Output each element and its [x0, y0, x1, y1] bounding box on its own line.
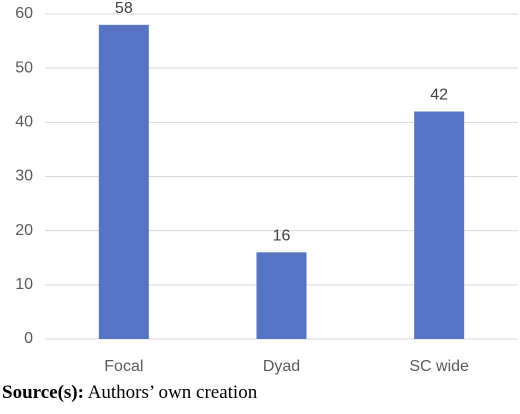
source-label: Source(s): [2, 382, 84, 403]
y-tick-label: 40 [15, 114, 33, 131]
value-label: 16 [273, 228, 291, 245]
source-text: Authors’ own creation [87, 382, 258, 403]
y-tick-label: 30 [15, 168, 33, 185]
source-note: Source(s): Authors’ own creation [2, 382, 257, 404]
value-label: 42 [430, 87, 448, 104]
bar [256, 252, 307, 339]
value-label: 58 [115, 0, 133, 17]
y-tick-label: 10 [15, 276, 33, 293]
y-tick-label: 50 [15, 59, 33, 76]
y-tick-label: 0 [24, 330, 33, 347]
x-tick-label: Dyad [263, 358, 300, 375]
y-tick-label: 20 [15, 222, 33, 239]
x-tick-label: Focal [104, 358, 143, 375]
bar [98, 24, 149, 339]
chart: 0 10 20 30 40 50 60 Focal 58 Dyad 16 SC wide 42 [15, 0, 518, 375]
y-tick-label: 60 [15, 5, 33, 22]
bar [414, 111, 465, 339]
x-tick-label: SC wide [409, 358, 469, 375]
